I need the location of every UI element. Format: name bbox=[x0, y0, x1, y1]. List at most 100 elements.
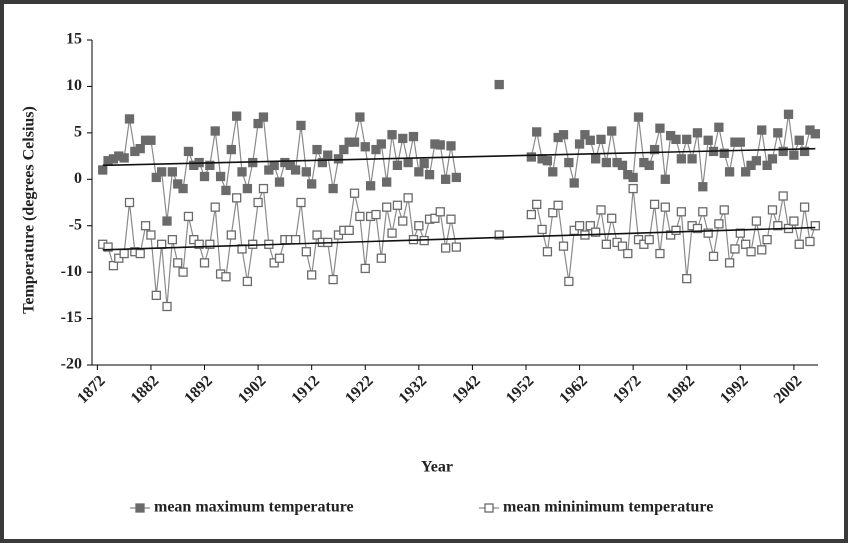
marker bbox=[607, 126, 617, 136]
marker bbox=[548, 208, 558, 218]
marker bbox=[671, 134, 681, 145]
marker bbox=[312, 144, 322, 155]
marker bbox=[730, 244, 740, 254]
marker bbox=[339, 144, 349, 155]
legend-marker bbox=[484, 503, 494, 513]
marker bbox=[403, 157, 413, 168]
marker bbox=[419, 158, 429, 169]
marker bbox=[687, 154, 697, 164]
legend-marker bbox=[135, 503, 145, 513]
marker bbox=[564, 276, 574, 287]
marker bbox=[162, 301, 172, 312]
marker bbox=[167, 234, 178, 245]
y-tick-label: -20 bbox=[61, 356, 82, 373]
marker bbox=[532, 199, 542, 210]
marker bbox=[162, 216, 172, 226]
marker bbox=[574, 221, 585, 231]
marker bbox=[157, 167, 167, 177]
marker bbox=[242, 183, 253, 194]
legend-label: mean maximum temperature bbox=[154, 499, 354, 516]
legend-label: mean mininimum temperature bbox=[503, 499, 713, 516]
marker bbox=[215, 171, 226, 182]
marker bbox=[751, 216, 762, 226]
marker bbox=[301, 247, 311, 257]
marker bbox=[312, 230, 322, 240]
marker bbox=[649, 144, 660, 155]
marker bbox=[382, 177, 392, 187]
marker bbox=[440, 174, 451, 184]
marker bbox=[199, 258, 210, 268]
marker bbox=[719, 205, 729, 215]
marker bbox=[558, 130, 569, 140]
marker bbox=[398, 216, 408, 226]
marker bbox=[135, 143, 145, 154]
marker bbox=[307, 270, 317, 280]
marker bbox=[698, 207, 708, 217]
marker bbox=[548, 167, 558, 177]
marker bbox=[590, 227, 601, 237]
marker bbox=[676, 207, 687, 217]
marker bbox=[751, 156, 762, 166]
marker bbox=[258, 183, 269, 194]
marker bbox=[242, 276, 253, 287]
marker bbox=[799, 202, 810, 212]
marker bbox=[440, 243, 451, 253]
marker bbox=[623, 248, 633, 259]
marker bbox=[692, 223, 703, 234]
marker bbox=[708, 251, 719, 262]
marker bbox=[451, 172, 461, 183]
marker bbox=[108, 260, 119, 271]
marker bbox=[119, 153, 129, 163]
marker bbox=[714, 122, 724, 132]
marker bbox=[290, 234, 301, 245]
marker bbox=[435, 207, 445, 217]
marker bbox=[580, 130, 590, 140]
marker bbox=[328, 183, 338, 194]
y-axis-label: Temperature (degrees Celsius) bbox=[21, 106, 38, 314]
marker bbox=[601, 157, 612, 168]
marker bbox=[542, 247, 553, 257]
marker bbox=[360, 142, 370, 152]
marker bbox=[296, 197, 306, 208]
marker bbox=[360, 263, 370, 274]
marker bbox=[649, 199, 660, 210]
marker bbox=[714, 219, 724, 229]
marker bbox=[585, 135, 595, 145]
marker bbox=[805, 236, 815, 247]
marker bbox=[435, 140, 445, 150]
marker bbox=[574, 139, 585, 149]
marker bbox=[124, 114, 135, 124]
y-tick-label: -10 bbox=[61, 263, 82, 280]
y-tick-label: 0 bbox=[74, 170, 82, 187]
marker bbox=[794, 135, 804, 145]
marker bbox=[810, 221, 820, 231]
trend-line bbox=[102, 226, 816, 251]
marker bbox=[794, 239, 804, 249]
marker bbox=[741, 239, 751, 249]
marker bbox=[778, 191, 788, 201]
marker bbox=[698, 182, 708, 192]
marker bbox=[205, 160, 215, 171]
marker bbox=[392, 200, 403, 210]
marker bbox=[269, 160, 279, 171]
marker bbox=[403, 193, 413, 203]
marker bbox=[446, 141, 456, 151]
marker bbox=[724, 167, 735, 177]
marker bbox=[258, 112, 269, 122]
marker bbox=[676, 154, 687, 164]
marker bbox=[735, 137, 745, 147]
marker bbox=[601, 239, 612, 249]
marker bbox=[151, 290, 161, 301]
marker bbox=[371, 209, 381, 220]
marker bbox=[199, 171, 210, 182]
marker bbox=[296, 120, 306, 131]
marker bbox=[151, 172, 161, 183]
marker bbox=[660, 202, 670, 212]
marker bbox=[301, 167, 311, 177]
marker bbox=[349, 137, 360, 147]
marker bbox=[119, 248, 129, 259]
marker bbox=[323, 150, 333, 160]
marker bbox=[682, 273, 692, 284]
